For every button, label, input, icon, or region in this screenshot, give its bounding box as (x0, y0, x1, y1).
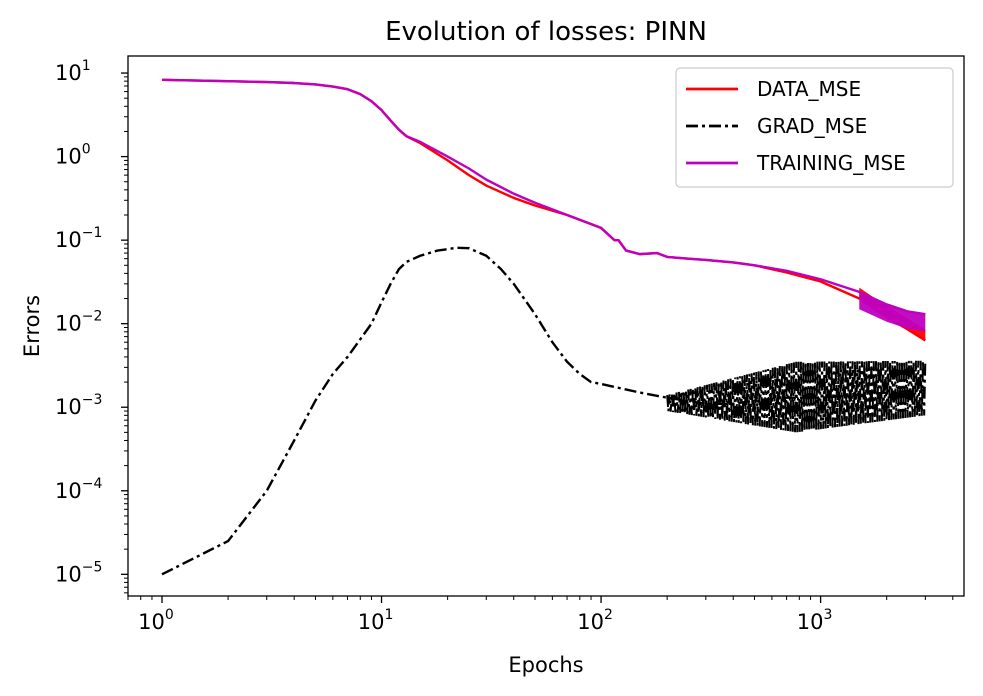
series-line-grad-mse (161, 246, 926, 576)
y-tick-exponent: −4 (82, 476, 103, 492)
y-tick-exponent: −2 (82, 309, 103, 325)
y-tick-exponent: 0 (82, 142, 91, 158)
y-tick-label: 10−3 (55, 392, 102, 419)
grad-mse-oscillation (666, 360, 927, 433)
legend-label: DATA_MSE (757, 77, 861, 101)
x-tick-label: 103 (797, 607, 833, 634)
x-tick-base: 10 (797, 610, 824, 634)
y-axis-label: Errors (20, 295, 44, 357)
y-tick-base: 10 (55, 562, 82, 586)
legend-label: GRAD_MSE (757, 114, 867, 138)
y-tick-label: 10−4 (55, 476, 102, 503)
chart-title: Evolution of losses: PINN (385, 17, 707, 47)
plot-lines (161, 78, 927, 576)
y-tick-exponent: −5 (82, 559, 103, 575)
y-tick-base: 10 (55, 312, 82, 336)
series-line-training-mse (161, 78, 926, 316)
x-tick-exponent: 2 (604, 607, 613, 623)
y-tick-exponent: 1 (82, 58, 91, 74)
legend-label: TRAINING_MSE (756, 151, 906, 175)
y-tick-base: 10 (55, 479, 82, 503)
y-tick-exponent: −3 (82, 392, 103, 408)
y-tick-base: 10 (55, 228, 82, 252)
y-tick-base: 10 (55, 145, 82, 169)
series-band-training-mse (859, 291, 926, 332)
y-tick-label: 101 (55, 58, 91, 85)
y-tick-base: 10 (55, 395, 82, 419)
y-tick-label: 100 (55, 142, 91, 169)
x-tick-label: 102 (577, 607, 613, 634)
y-tick-label: 10−5 (55, 559, 102, 586)
legend-box (675, 67, 954, 188)
x-tick-exponent: 0 (165, 607, 174, 623)
y-tick-label: 10−2 (55, 309, 102, 336)
x-axis-label: Epochs (508, 653, 583, 677)
x-tick-base: 10 (358, 610, 385, 634)
y-tick-exponent: −1 (82, 225, 103, 241)
y-tick-base: 10 (55, 61, 82, 85)
x-axis: 100 101 102 103 (127, 596, 954, 634)
x-tick-label: 100 (138, 607, 174, 634)
plot-frame (127, 55, 965, 597)
y-tick-label: 10−1 (55, 225, 102, 252)
x-tick-exponent: 1 (384, 607, 393, 623)
x-tick-base: 10 (577, 610, 604, 634)
x-tick-base: 10 (138, 610, 165, 634)
legend: DATA_MSE GRAD_MSE TRAINING_MSE (675, 67, 954, 188)
x-tick-exponent: 3 (824, 607, 833, 623)
x-tick-label: 101 (358, 607, 394, 634)
